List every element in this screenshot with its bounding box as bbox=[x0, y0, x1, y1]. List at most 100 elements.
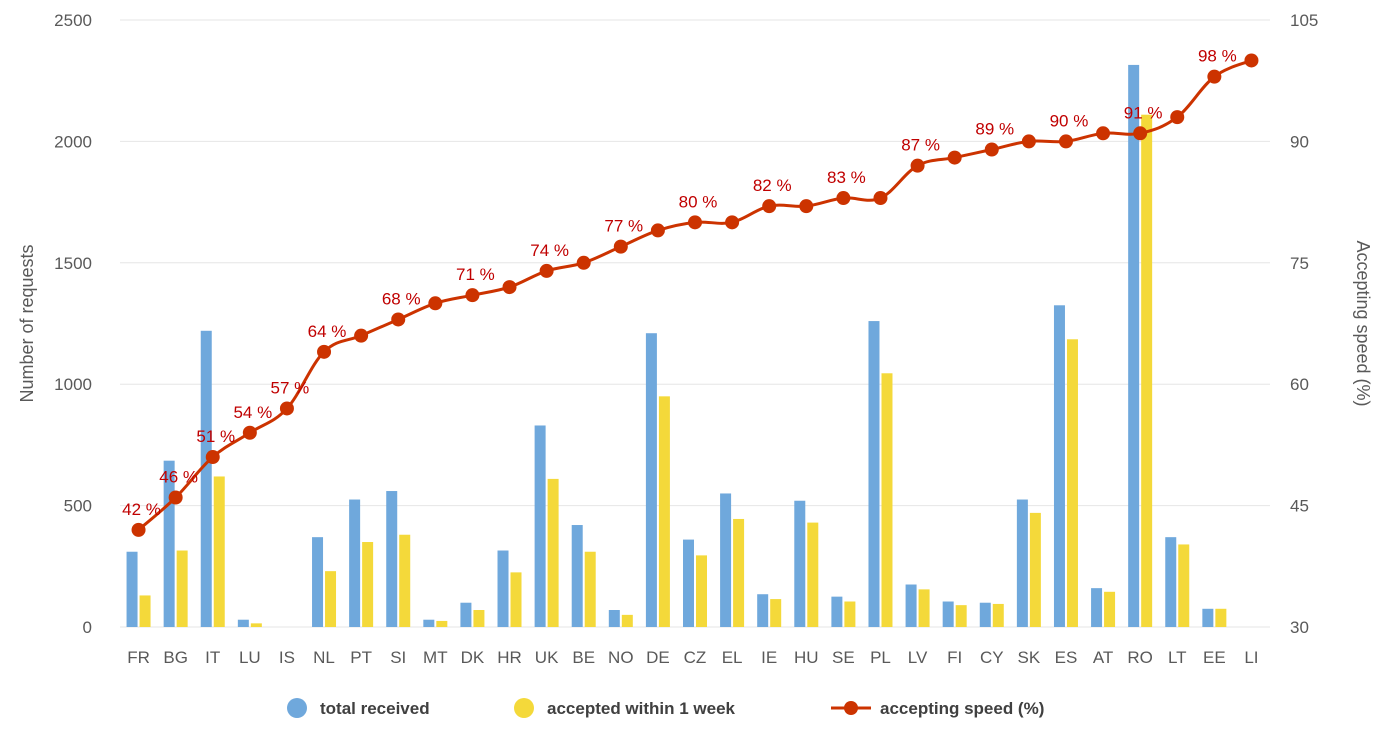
x-tick-label: UK bbox=[535, 648, 559, 667]
point-accepting-speed bbox=[539, 263, 554, 278]
point-accepting-speed bbox=[1244, 53, 1259, 68]
bar-accepted-within-1-week bbox=[807, 522, 819, 627]
y-tick-label: 0 bbox=[83, 618, 92, 637]
data-label: 77 % bbox=[604, 217, 643, 236]
bar-accepted-within-1-week bbox=[881, 373, 893, 627]
x-tick-label: LI bbox=[1244, 648, 1258, 667]
y-tick-label: 2500 bbox=[54, 11, 92, 30]
x-tick-label: BE bbox=[572, 648, 595, 667]
bar-accepted-within-1-week bbox=[658, 396, 670, 627]
data-label: 68 % bbox=[382, 289, 421, 308]
data-label: 64 % bbox=[308, 322, 347, 341]
point-accepting-speed bbox=[502, 280, 517, 295]
y2-tick-label: 105 bbox=[1290, 11, 1318, 30]
data-label: 51 % bbox=[196, 427, 235, 446]
legend-marker-accepted-within-1-week bbox=[514, 698, 534, 718]
data-label: 90 % bbox=[1050, 111, 1089, 130]
bar-accepted-within-1-week bbox=[733, 518, 745, 627]
x-tick-label: IT bbox=[205, 648, 220, 667]
bar-accepted-within-1-week bbox=[918, 589, 930, 627]
data-label: 71 % bbox=[456, 265, 495, 284]
legend-label-accepted-within-1-week: accepted within 1 week bbox=[547, 699, 736, 718]
x-tick-label: SI bbox=[390, 648, 406, 667]
point-accepting-speed bbox=[947, 150, 962, 165]
bar-total-received bbox=[312, 537, 324, 627]
bar-accepted-within-1-week bbox=[1215, 608, 1227, 627]
data-label: 46 % bbox=[159, 468, 198, 487]
bar-accepted-within-1-week bbox=[1141, 114, 1153, 627]
x-tick-label: LV bbox=[908, 648, 928, 667]
point-accepting-speed bbox=[910, 158, 925, 173]
point-accepting-speed bbox=[1096, 126, 1111, 141]
point-accepting-speed bbox=[279, 401, 294, 416]
point-accepting-speed bbox=[317, 344, 332, 359]
bar-total-received bbox=[831, 596, 843, 627]
bar-total-received bbox=[868, 321, 880, 627]
bar-total-received bbox=[534, 425, 546, 627]
bar-total-received bbox=[979, 602, 991, 627]
data-label: 98 % bbox=[1198, 47, 1237, 66]
y2-tick-label: 30 bbox=[1290, 618, 1309, 637]
bar-accepted-within-1-week bbox=[176, 550, 188, 627]
line-accepting-speed bbox=[137, 59, 1253, 532]
x-tick-label: SE bbox=[832, 648, 855, 667]
x-tick-label: EE bbox=[1203, 648, 1226, 667]
bar-total-received bbox=[757, 594, 769, 627]
bar-total-received bbox=[608, 610, 620, 627]
point-accepting-speed bbox=[725, 215, 740, 230]
point-accepting-speed bbox=[1170, 110, 1185, 125]
bar-accepted-within-1-week bbox=[362, 542, 374, 627]
bar-accepted-within-1-week bbox=[621, 614, 633, 627]
y2-tick-label: 45 bbox=[1290, 497, 1309, 516]
point-accepting-speed bbox=[688, 215, 702, 230]
point-accepting-speed bbox=[1021, 134, 1036, 149]
point-accepting-speed bbox=[984, 142, 999, 157]
x-tick-label: NL bbox=[313, 648, 335, 667]
bar-accepted-within-1-week bbox=[250, 623, 262, 627]
x-tick-label: HU bbox=[794, 648, 819, 667]
x-tick-label: LU bbox=[239, 648, 261, 667]
x-tick-label: NO bbox=[608, 648, 634, 667]
bar-accepted-within-1-week bbox=[473, 610, 485, 627]
bar-total-received bbox=[460, 602, 472, 627]
bar-accepted-within-1-week bbox=[139, 595, 151, 627]
y2-tick-label: 75 bbox=[1290, 254, 1309, 273]
point-accepting-speed bbox=[205, 450, 220, 465]
bar-total-received bbox=[1202, 608, 1214, 627]
legend-marker-total-received bbox=[287, 698, 307, 718]
bar-accepted-within-1-week bbox=[510, 572, 522, 627]
legend-marker-accepting-speed bbox=[844, 701, 858, 715]
bar-total-received bbox=[794, 500, 806, 627]
bar-accepted-within-1-week bbox=[992, 603, 1004, 627]
bar-total-received bbox=[1165, 537, 1177, 627]
bar-accepted-within-1-week bbox=[1178, 544, 1190, 627]
bar-total-received bbox=[905, 584, 917, 627]
bar-accepted-within-1-week bbox=[436, 620, 448, 627]
x-tick-label: CY bbox=[980, 648, 1004, 667]
y2-tick-label: 60 bbox=[1290, 375, 1309, 394]
point-accepting-speed bbox=[428, 296, 443, 311]
point-accepting-speed bbox=[576, 255, 591, 270]
bar-accepted-within-1-week bbox=[547, 478, 559, 627]
point-accepting-speed bbox=[465, 288, 480, 303]
bar-accepted-within-1-week bbox=[325, 571, 337, 627]
data-label: 83 % bbox=[827, 168, 866, 187]
bar-total-received bbox=[645, 333, 657, 627]
point-accepting-speed bbox=[799, 199, 814, 214]
x-tick-label: FR bbox=[127, 648, 150, 667]
data-label: 80 % bbox=[679, 192, 718, 211]
data-label: 87 % bbox=[901, 136, 940, 155]
bar-total-received bbox=[349, 499, 361, 627]
point-accepting-speed bbox=[131, 522, 146, 537]
data-label: 89 % bbox=[975, 119, 1014, 138]
bar-total-received bbox=[126, 551, 138, 627]
bar-accepted-within-1-week bbox=[955, 605, 967, 627]
y2-tick-label: 90 bbox=[1290, 132, 1309, 151]
x-tick-label: EL bbox=[722, 648, 743, 667]
y-tick-label: 1500 bbox=[54, 254, 92, 273]
bar-total-received bbox=[163, 460, 175, 627]
data-label: 82 % bbox=[753, 176, 792, 195]
x-tick-label: AT bbox=[1093, 648, 1113, 667]
